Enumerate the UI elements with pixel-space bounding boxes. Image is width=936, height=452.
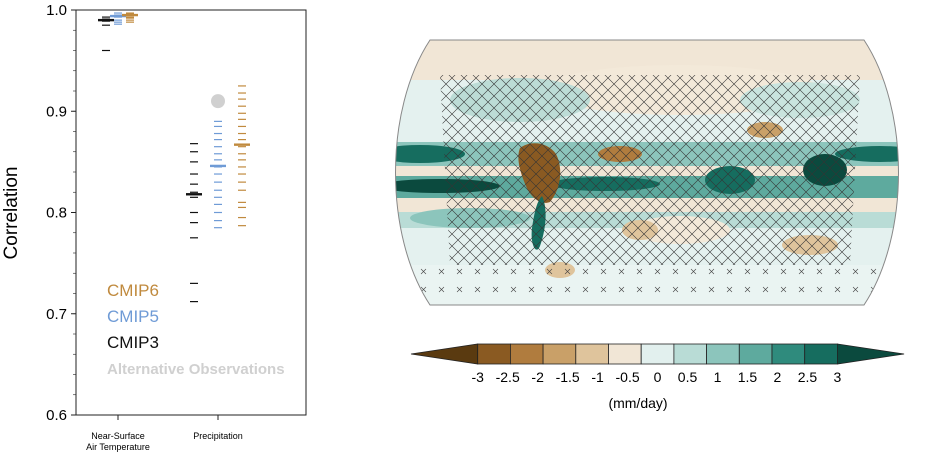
colorbar-tick-label: -3 [471,369,484,385]
colorbar-tick-label: 0 [654,369,662,385]
colorbar-swatch [706,343,740,365]
colorbar-swatch [673,343,707,365]
colorbar-tick-label: 0.5 [678,369,698,385]
y-axis: 0.6 0.7 0.8 0.9 1.0 [46,2,76,424]
legend-entry-alternative-observations: Alternative Observations [107,361,285,378]
alt-obs-point [211,94,225,109]
y-tick-label: 0.7 [46,306,67,323]
colorbar-swatch [575,343,609,365]
legend-entry-cmip5: CMIP5 [107,307,159,326]
map-field [395,40,899,305]
colorbar-swatch [608,343,642,365]
correlation-chart: Correlation 0.6 0.7 0.8 0.9 1.0 Near-Surface… [1,2,307,452]
colorbar-swatch [836,343,905,365]
colorbar: -3 -2.5 -2 -1.5 -1 -0.5 0 0.5 1 1.5 2 2.5 3 (mm/day) [410,343,905,411]
colorbar-ticks: -3 -2.5 -2 -1.5 -1 -0.5 0 0.5 1 1.5 2 2.5 3 [471,369,841,385]
legend-entry-cmip6: CMIP6 [107,281,159,300]
y-tick-label: 1.0 [46,2,67,19]
globe-outline [395,39,899,306]
colorbar-swatch [804,343,838,365]
legend-entry-cmip3: CMIP3 [107,333,159,352]
x-tick-label: Precipitation [193,431,243,441]
colorbar-swatch [771,343,806,365]
colorbar-tick-label: -0.5 [616,369,640,385]
colorbar-tick-label: -1 [591,369,604,385]
y-tick-label: 0.8 [46,205,67,222]
x-tick-label: Near-Surface [91,431,145,441]
y-axis-label: Correlation [1,167,22,260]
colorbar-swatch [542,343,577,365]
legend: CMIP6 CMIP5 CMIP3 Alternative Observations [107,281,285,378]
colorbar-swatch [410,343,479,365]
colorbar-swatch [738,343,773,365]
colorbar-swatch [510,343,544,365]
x-tick-label: Air Temperature [86,442,150,452]
colorbar-tick-label: -2.5 [496,369,520,385]
colorbar-tick-label: -1.5 [556,369,580,385]
colorbar-swatches [410,343,905,365]
precipitation-map [395,39,899,306]
colorbar-swatch [477,343,511,365]
data-marks [98,12,250,303]
colorbar-tick-label: -2 [531,369,544,385]
colorbar-tick-label: 2.5 [798,369,818,385]
colorbar-tick-label: 1 [714,369,722,385]
colorbar-swatch [640,343,675,365]
colorbar-tick-label: 1.5 [738,369,758,385]
colorbar-unit-label: (mm/day) [608,395,667,411]
colorbar-tick-label: 2 [774,369,782,385]
y-tick-label: 0.6 [46,407,67,424]
colorbar-tick-label: 3 [834,369,842,385]
y-tick-label: 0.9 [46,103,67,120]
